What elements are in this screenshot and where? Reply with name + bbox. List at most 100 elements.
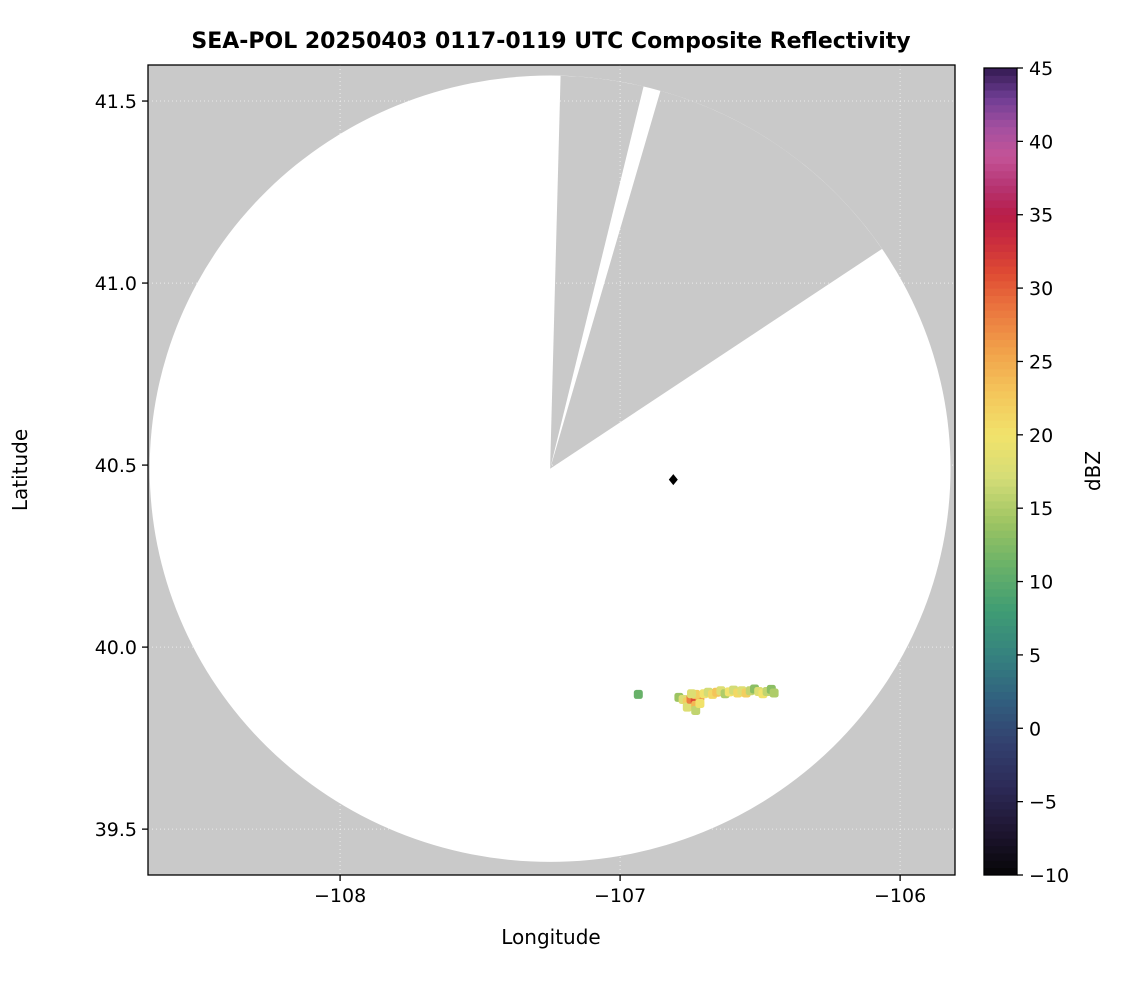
- colorbar-segment: [984, 448, 1017, 458]
- colorbar-tick-label: −5: [1029, 792, 1057, 814]
- colorbar-tick-label: 25: [1029, 351, 1053, 373]
- colorbar-segment: [984, 661, 1017, 671]
- colorbar-segment: [984, 67, 1017, 76]
- colorbar-segment: [984, 346, 1017, 355]
- colorbar-segment: [984, 397, 1017, 406]
- colorbar-segment: [984, 808, 1017, 817]
- colorbar-segment: [984, 302, 1017, 311]
- colorbar-segment: [984, 625, 1017, 634]
- colorbar-segment: [984, 735, 1017, 744]
- colorbar-segment: [984, 507, 1017, 517]
- colorbar-tick-label: 15: [1029, 498, 1053, 520]
- colorbar-segment: [984, 493, 1017, 502]
- colorbar-segment: [984, 632, 1017, 641]
- colorbar-segment: [984, 272, 1017, 282]
- colorbar-segment: [984, 845, 1017, 854]
- colorbar-segment: [984, 155, 1017, 164]
- colorbar-label: dBZ: [1081, 451, 1105, 491]
- colorbar-segment: [984, 757, 1017, 766]
- colorbar-segment: [984, 258, 1017, 267]
- colorbar-segment: [984, 74, 1017, 84]
- colorbar-segment: [984, 170, 1017, 179]
- colorbar-segment: [984, 360, 1017, 370]
- colorbar-segment: [984, 426, 1017, 436]
- site-marker-diamond: [668, 474, 678, 486]
- colorbar-segment: [984, 478, 1017, 487]
- colorbar-segment: [984, 698, 1017, 707]
- x-tick-label: −106: [874, 885, 926, 907]
- x-tick-label: −107: [594, 885, 646, 907]
- colorbar-segment: [984, 823, 1017, 832]
- plot-area: −108 −107 −106 39.5 40.0 40.5 41.0 41.5: [95, 64, 956, 907]
- colorbar-segment: [984, 118, 1017, 128]
- chart-title: SEA-POL 20250403 0117-0119 UTC Composite…: [191, 29, 910, 54]
- colorbar-segment: [984, 647, 1017, 656]
- x-tick-label: −108: [314, 885, 366, 907]
- colorbar-segment: [984, 529, 1017, 539]
- blocked-sector: [550, 90, 883, 469]
- colorbar-tick-label: 0: [1029, 718, 1041, 740]
- colorbar-segment: [984, 324, 1017, 333]
- colorbar-segment: [984, 316, 1017, 326]
- colorbar-segment: [984, 500, 1017, 509]
- colorbar-segment: [984, 184, 1017, 194]
- colorbar-segment: [984, 133, 1017, 142]
- colorbar-segment: [984, 676, 1017, 685]
- colorbar-segment: [984, 353, 1017, 362]
- colorbar-segment: [984, 852, 1017, 861]
- colorbar-segment: [984, 786, 1017, 795]
- colorbar-segment: [984, 654, 1017, 663]
- colorbar-segment: [984, 441, 1017, 450]
- colorbar-segment: [984, 639, 1017, 649]
- colorbar-segment: [984, 815, 1017, 825]
- colorbar-tick-label: 10: [1029, 572, 1053, 594]
- colorbar-segment: [984, 559, 1017, 568]
- radar-echo-cell: [691, 705, 701, 715]
- colorbar-segment: [984, 544, 1017, 553]
- colorbar-segment: [984, 595, 1017, 605]
- colorbar-segment: [984, 206, 1017, 216]
- colorbar-segment: [984, 162, 1017, 172]
- y-tick-label: 40.5: [95, 455, 137, 477]
- colorbar-segment: [984, 96, 1017, 106]
- y-tick-label: 40.0: [95, 637, 137, 659]
- colorbar-segment: [984, 309, 1017, 318]
- colorbar-border: [983, 67, 1018, 876]
- colorbar-segment: [984, 250, 1017, 260]
- colorbar-segment: [984, 280, 1017, 289]
- y-tick-label: 41.0: [95, 273, 137, 295]
- colorbar-segment: [984, 456, 1017, 465]
- colorbar-segment: [984, 82, 1017, 91]
- colorbar-segment: [984, 419, 1017, 428]
- colorbar-tick-label: 35: [1029, 205, 1053, 227]
- colorbar-segment: [984, 404, 1017, 414]
- colorbar-segment: [984, 243, 1017, 252]
- colorbar-segment: [984, 331, 1017, 340]
- colorbar-tick-label: 40: [1029, 131, 1053, 153]
- colorbar-segment: [984, 573, 1017, 583]
- colorbar-segment: [984, 89, 1017, 98]
- colorbar-segment: [984, 859, 1017, 869]
- colorbar-segment: [984, 669, 1017, 678]
- colorbar-tick-label: 45: [1029, 58, 1053, 80]
- colorbar-segment: [984, 485, 1017, 495]
- x-axis-label: Longitude: [501, 925, 600, 949]
- colorbar-segment: [984, 742, 1017, 751]
- colorbar-segment: [984, 537, 1017, 546]
- colorbar-segment: [984, 779, 1017, 788]
- colorbar-segment: [984, 610, 1017, 619]
- radar-echo-cell: [769, 688, 779, 698]
- colorbar-segment: [984, 801, 1017, 810]
- colorbar-segment: [984, 236, 1017, 245]
- colorbar-segment: [984, 837, 1017, 847]
- colorbar-tick-label: 30: [1029, 278, 1053, 300]
- colorbar-segment: [984, 830, 1017, 839]
- colorbar-segment: [984, 228, 1017, 238]
- colorbar-segment: [984, 382, 1017, 392]
- plot-border: [147, 64, 956, 876]
- colorbar-segment: [984, 603, 1017, 612]
- colorbar-tick-label: 20: [1029, 425, 1053, 447]
- y-axis-label: Latitude: [8, 429, 32, 511]
